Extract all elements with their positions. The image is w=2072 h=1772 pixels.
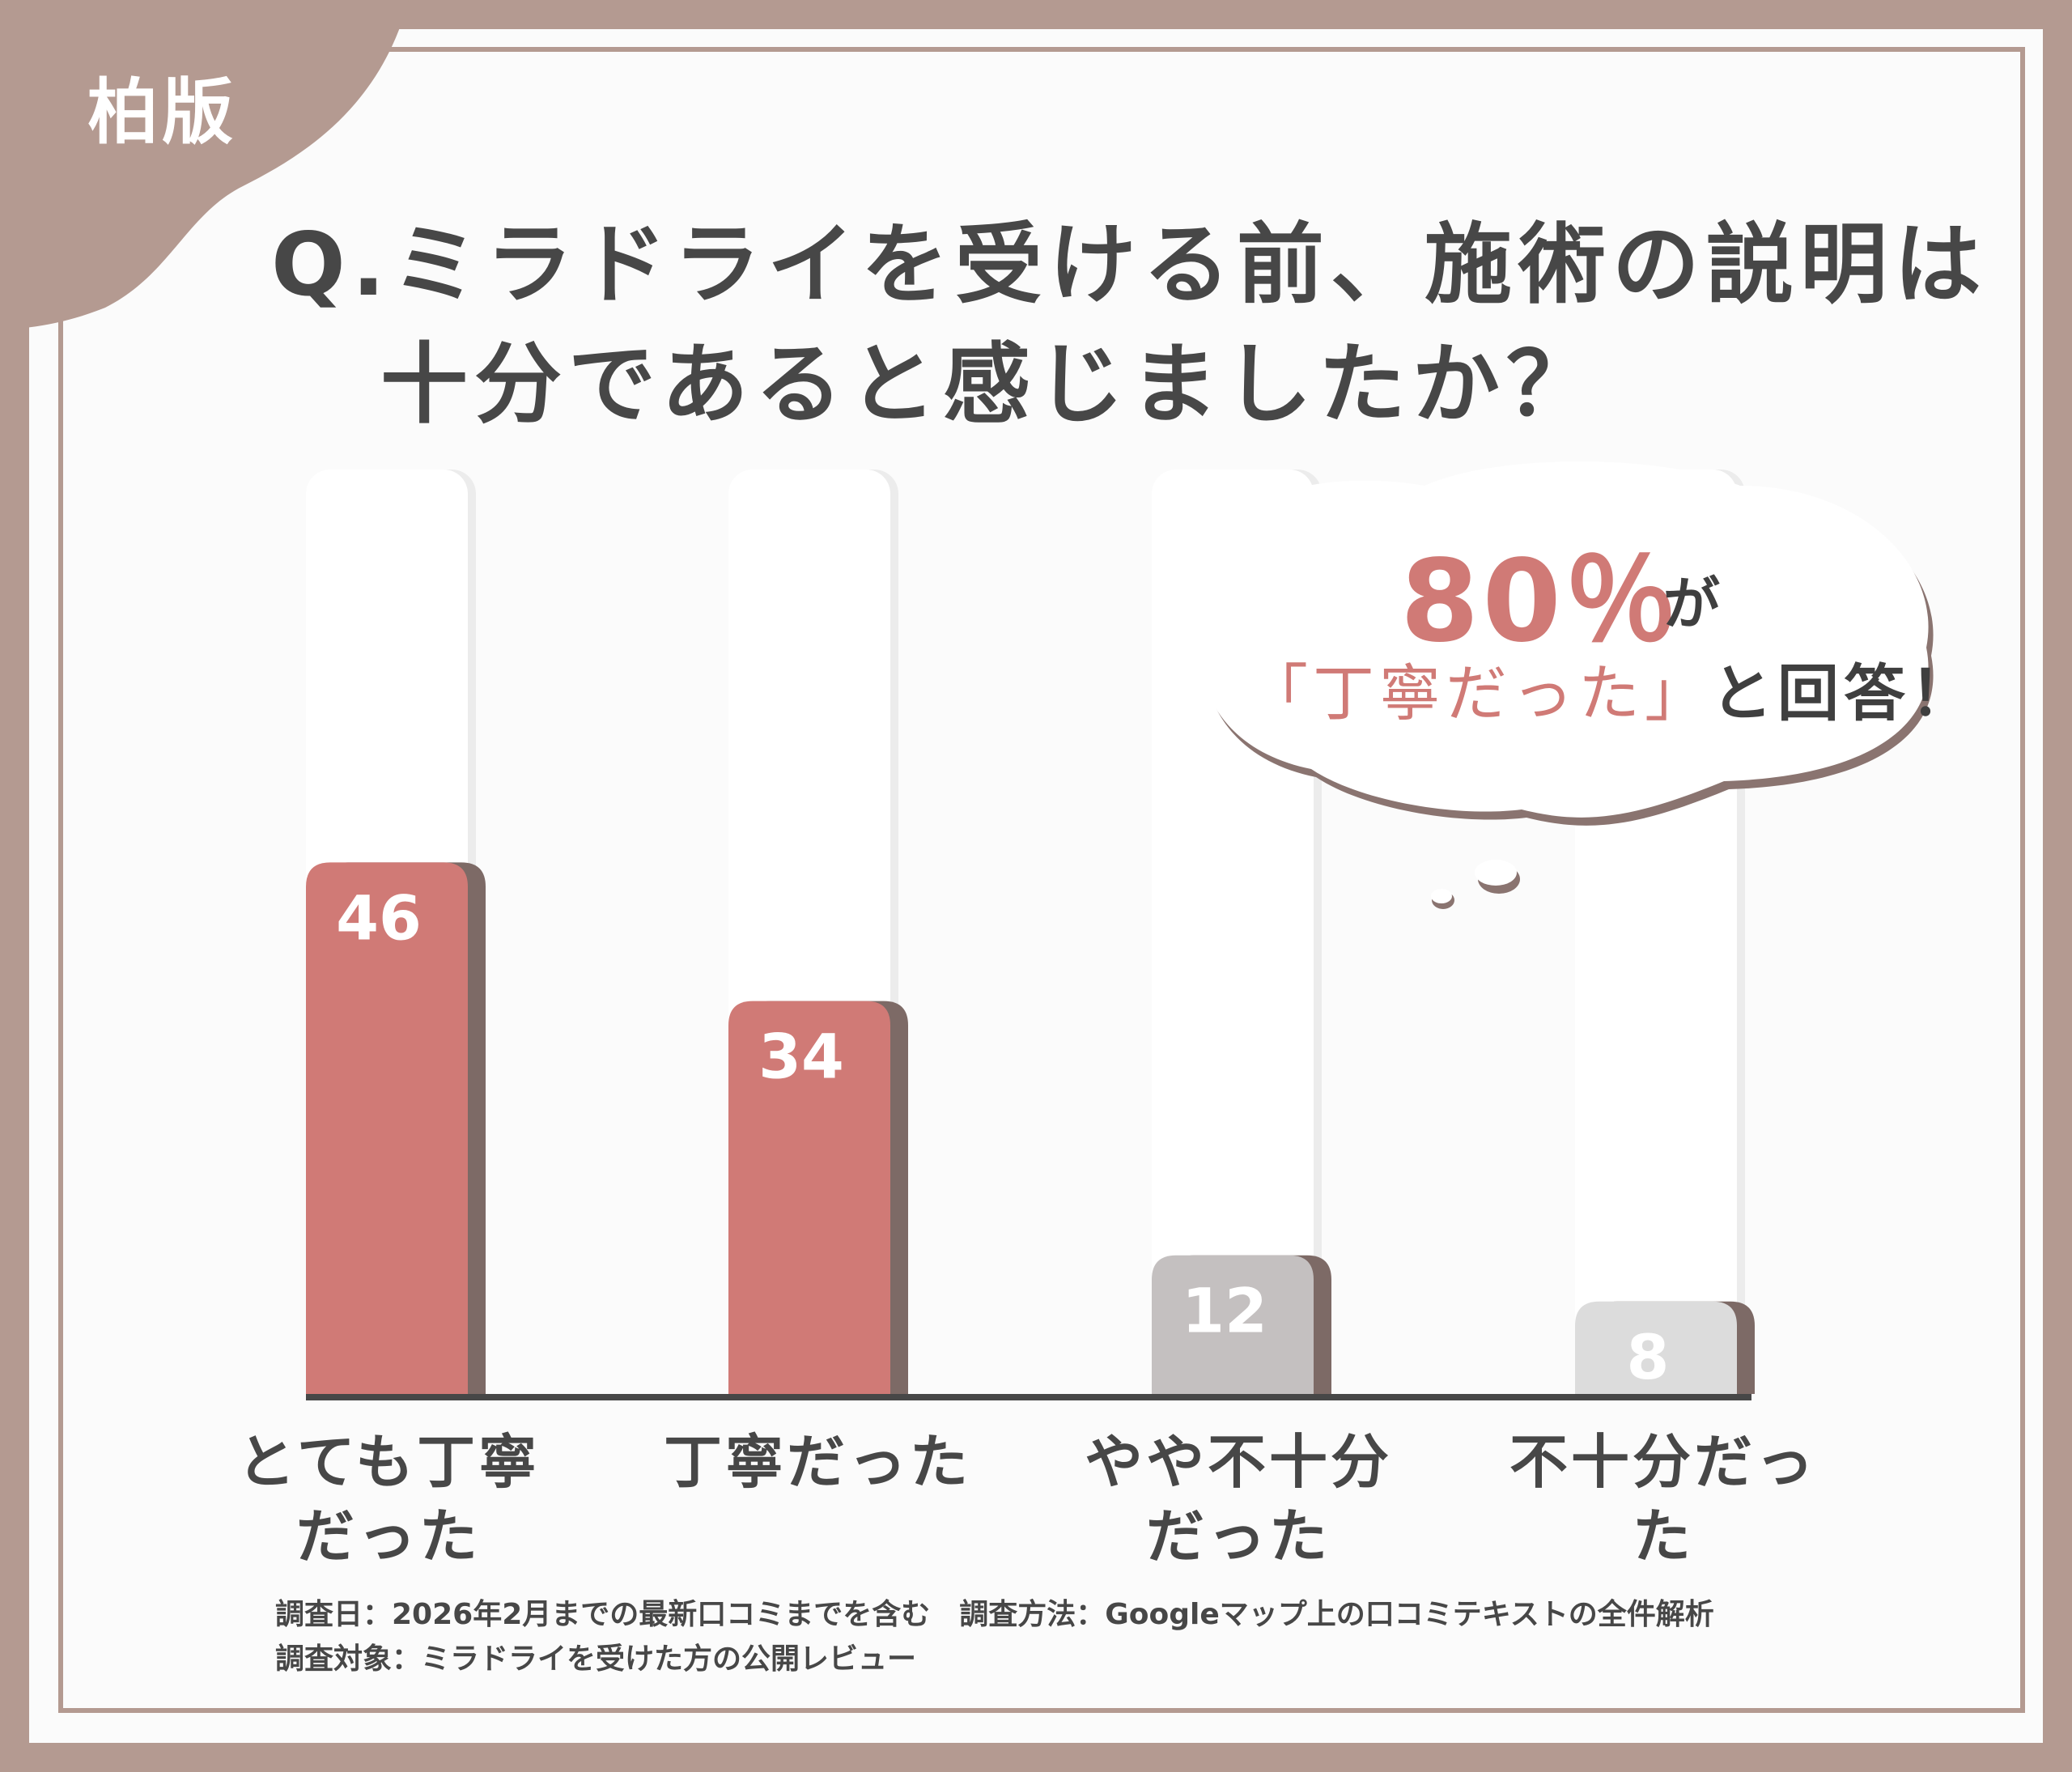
category-label-1: とても丁寧 だった: [236, 1428, 541, 1570]
callout-line2: 「丁寧だった」と回答！: [1246, 644, 1976, 733]
bar-3: [1152, 1255, 1314, 1394]
bar-value-label-2: 34: [758, 1021, 844, 1093]
corner-tab: [0, 0, 409, 330]
inner-frame: [58, 47, 2025, 1713]
question-title-line1: Q.ミラドライを受ける前、施術の説明は: [271, 215, 1988, 316]
location-badge: 柏版: [87, 70, 237, 154]
bar-1: [306, 862, 468, 1394]
bar-value-label-4: 8: [1627, 1321, 1670, 1393]
bar-2: [728, 1001, 890, 1394]
bar-value-label-1: 46: [336, 882, 422, 954]
category-label-2: 丁寧だった: [663, 1428, 971, 1496]
category-label-3: やや不十分 だった: [1084, 1428, 1392, 1570]
x-axis-baseline: [306, 1394, 1751, 1400]
bar-4: [1575, 1301, 1737, 1394]
category-label-4: 不十分だった: [1509, 1428, 1817, 1570]
callout-percent: 80％: [1400, 536, 1681, 668]
survey-note-2: 調査対象：ミラドライを受けた方の公開レビュー: [275, 1642, 917, 1676]
callout-suffix: が: [1663, 571, 1720, 637]
callout-rest: と回答！: [1711, 657, 1976, 729]
question-title-line2: 十分であると感じましたか？: [380, 334, 1600, 436]
survey-note-1: 調査日：2026年2月までの最新口コミまでを含む 調査方法：Googleマップ上…: [275, 1598, 1714, 1631]
bar-value-label-3: 12: [1182, 1275, 1267, 1347]
callout-highlight: 「丁寧だった」: [1246, 657, 1711, 729]
